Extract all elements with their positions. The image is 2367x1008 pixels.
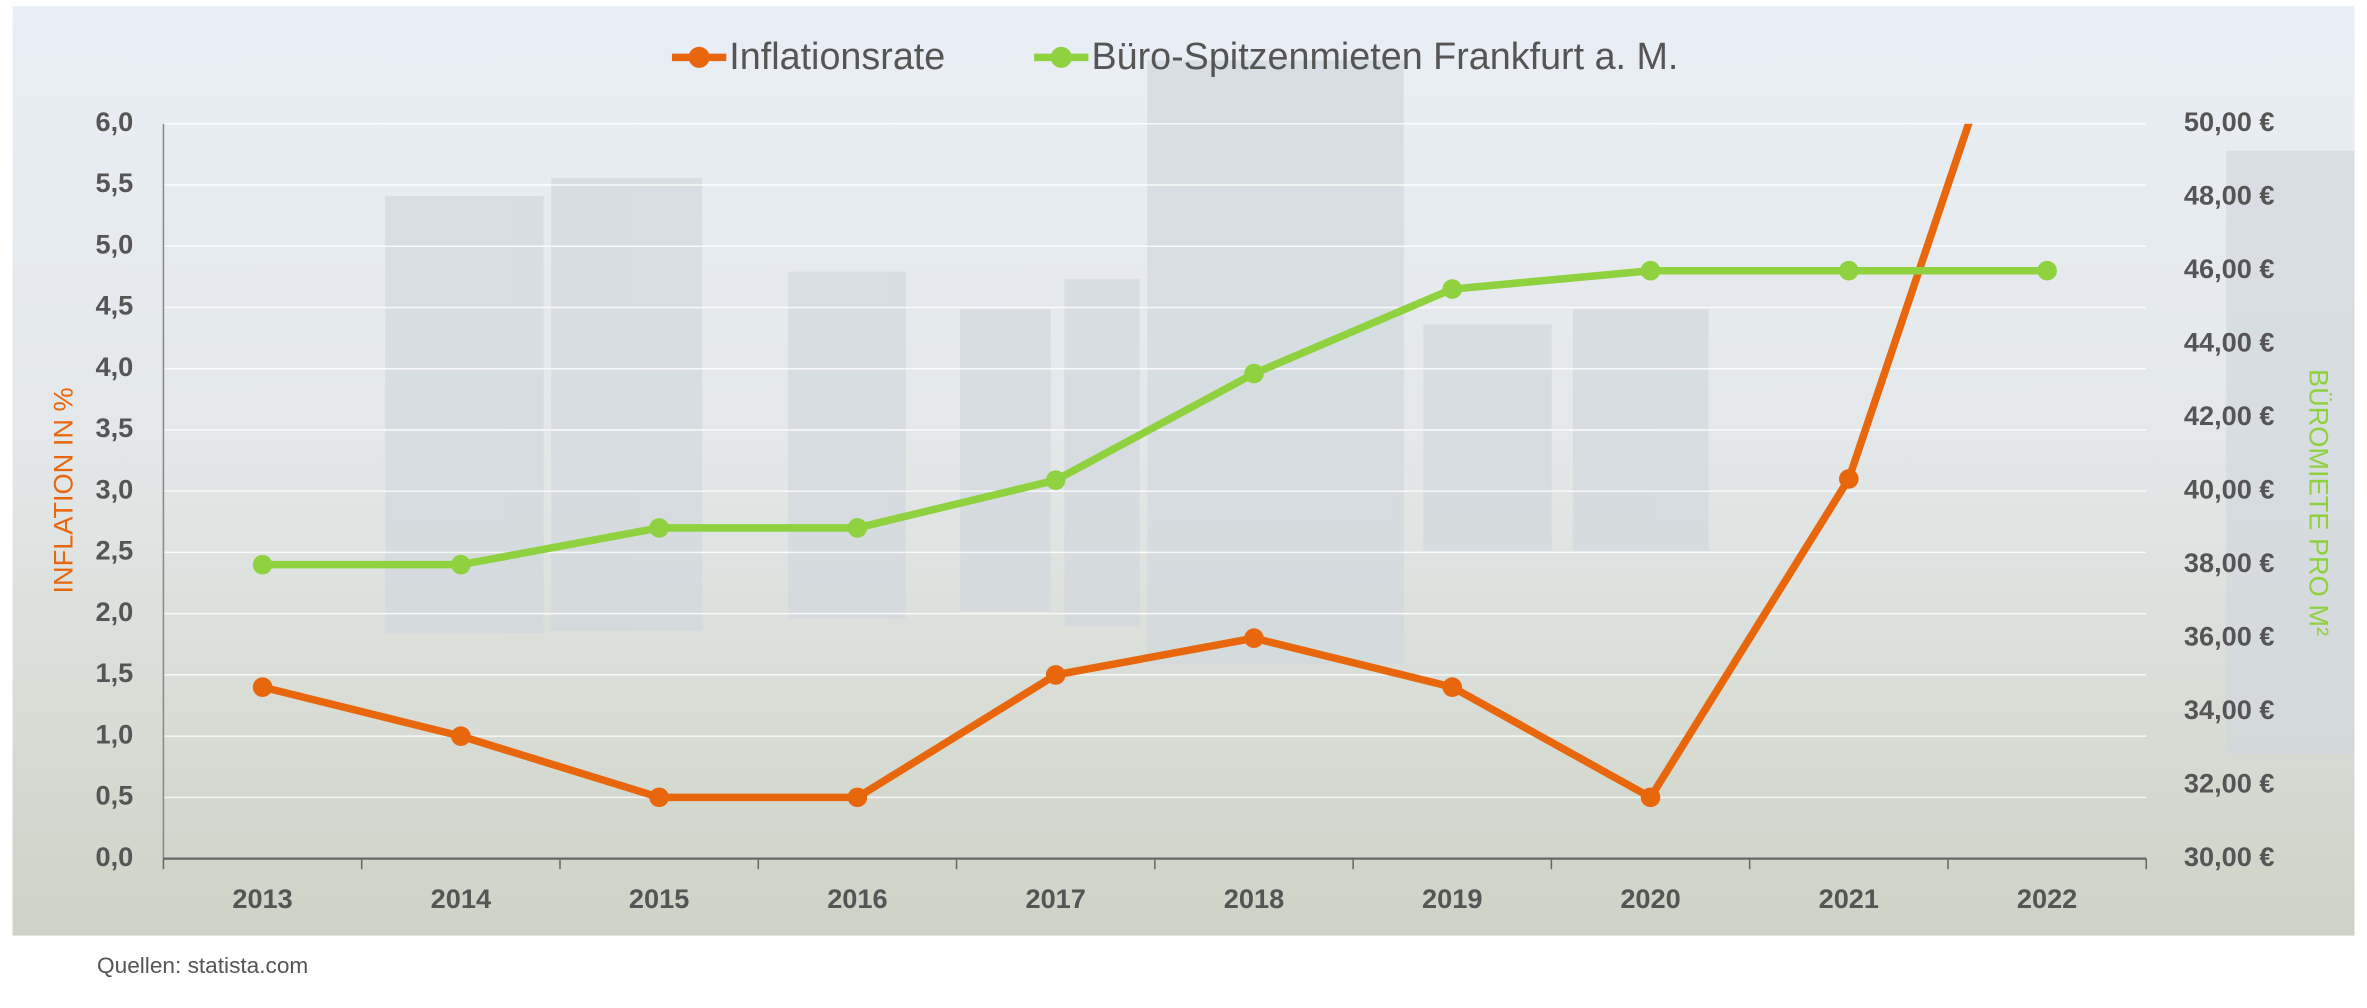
x-tick-label: 2013: [232, 883, 292, 914]
y-tick-label: 5,0: [95, 228, 133, 259]
y-tick-label: 4,5: [95, 290, 133, 321]
marker: [847, 787, 868, 808]
y-tick-label: 0,0: [95, 841, 133, 872]
y-tick-label: 3,0: [95, 473, 133, 504]
y-tick-label: 0,5: [95, 780, 133, 811]
marker: [252, 554, 273, 575]
marker: [847, 518, 868, 538]
legend-label: Inflationsrate: [729, 35, 945, 77]
marker: [1640, 260, 1661, 281]
y2-tick-label: 42,00 €: [2184, 400, 2275, 431]
legend-marker: [688, 46, 710, 68]
marker: [451, 554, 471, 575]
y2-tick-label: 34,00 €: [2184, 694, 2275, 725]
y2-tick-label: 36,00 €: [2184, 620, 2275, 651]
marker: [649, 518, 669, 538]
x-tick-label: 2014: [431, 883, 491, 914]
y2-tick-label: 38,00 €: [2184, 547, 2275, 578]
marker: [1244, 628, 1264, 648]
plot-area: [252, 123, 2057, 808]
y2-tick-label: 44,00 €: [2184, 326, 2275, 357]
y2-tick-label: 48,00 €: [2184, 179, 2275, 210]
x-tick-label: 2022: [2017, 883, 2077, 914]
legend-label: Büro-Spitzenmieten Frankfurt a. M.: [1091, 35, 1678, 77]
y-axis-title: INFLATION IN %: [48, 387, 79, 593]
x-tick-label: 2019: [1422, 883, 1482, 914]
y2-tick-label: 50,00 €: [2184, 106, 2275, 137]
marker: [1839, 260, 1859, 281]
x-tick-label: 2015: [629, 883, 689, 914]
x-tick-label: 2016: [827, 883, 887, 914]
x-tick-label: 2020: [1620, 883, 1680, 914]
x-tick-label: 2018: [1224, 883, 1284, 914]
y-tick-label: 5,5: [95, 167, 133, 198]
x-tick-label: 2021: [1819, 883, 1879, 914]
y2-tick-label: 40,00 €: [2184, 473, 2275, 504]
marker: [649, 787, 669, 808]
x-tick-label: 2017: [1025, 883, 1085, 914]
y-tick-label: 1,5: [95, 657, 133, 688]
marker: [1839, 469, 1859, 489]
y-tick-label: 2,0: [95, 596, 133, 627]
y2-tick-label: 30,00 €: [2184, 841, 2275, 872]
y2-tick-label: 32,00 €: [2184, 767, 2275, 798]
marker: [1045, 665, 1066, 685]
y-tick-label: 1,0: [95, 718, 133, 749]
y-tick-label: 3,5: [95, 412, 133, 443]
buildings: [385, 60, 2355, 755]
y-tick-label: 4,0: [95, 351, 133, 382]
marker: [1442, 279, 1463, 299]
line: [262, 266, 2048, 569]
y2-axis-title: BÜROMIETE PRO M²: [2304, 369, 2335, 636]
marker: [1244, 363, 1264, 384]
marker: [1442, 677, 1463, 697]
y2-tick-label: 46,00 €: [2184, 253, 2275, 284]
marker: [252, 677, 273, 697]
y-tick-label: 6,0: [95, 106, 133, 137]
marker: [1045, 470, 1066, 490]
marker: [1640, 787, 1661, 808]
marker: [451, 726, 471, 746]
legend-marker: [1050, 46, 1072, 68]
line: [261, 123, 1973, 802]
source: Quellen: statista.com: [97, 953, 308, 978]
marker: [2037, 260, 2057, 281]
y-tick-label: 2,5: [95, 535, 133, 566]
